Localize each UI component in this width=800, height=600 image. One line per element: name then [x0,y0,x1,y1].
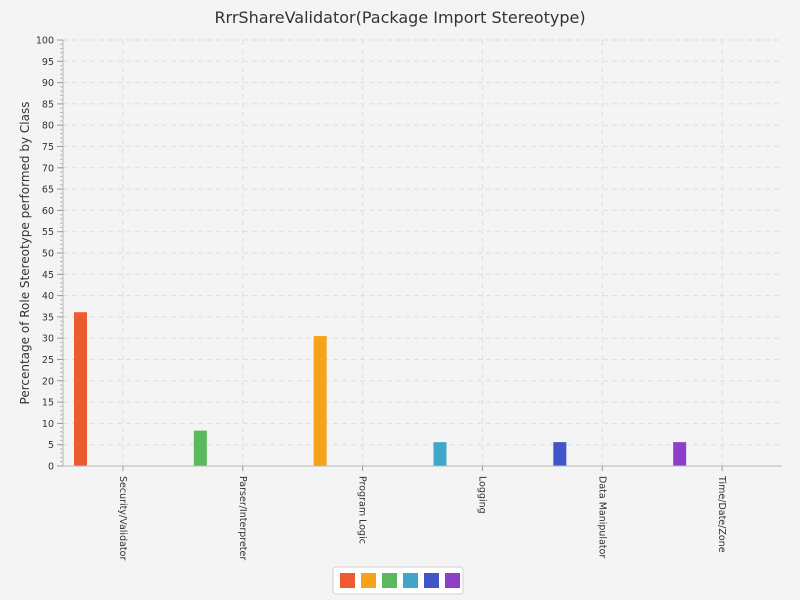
x-tick-label: Program Logic [357,476,368,544]
y-tick-label: 20 [42,376,54,387]
bar-security-validator [74,312,87,466]
legend [332,566,464,595]
legend-swatch [382,573,397,588]
x-tick-label: Parser/Interpreter [237,476,248,560]
y-tick-label: 40 [42,291,54,302]
y-tick-label: 0 [48,462,54,473]
bar-time-date-zone [673,442,687,466]
y-tick-label: 65 [42,185,54,196]
bar-parser-interpreter [193,430,207,466]
y-tick-label: 35 [42,312,54,323]
x-tick-label: Security/Validator [117,476,128,560]
y-tick-label: 70 [42,163,54,174]
x-tick-label: Time/Date/Zone [716,475,727,553]
grid [63,39,782,466]
y-axis-label: Percentage of Role Stereotype performed … [18,102,32,405]
y-tick-label: 25 [42,355,54,366]
y-tick-label: 80 [42,121,54,132]
bar-data-manipulator [553,442,567,466]
y-tick-label: 90 [42,78,54,89]
x-tick-label: Data Manipulator [596,476,607,558]
bars [74,312,687,466]
y-tick-label: 85 [42,99,54,110]
y-tick-label: 15 [42,398,54,409]
y-tick-label: 75 [42,142,54,153]
bar-program-logic [313,336,327,466]
legend-swatch [445,573,460,588]
x-tick-label: Logging [476,476,487,514]
legend-swatch [403,573,418,588]
y-tick-label: 100 [36,36,54,47]
y-tick-label: 50 [42,249,54,260]
y-tick-label: 55 [42,227,54,238]
legend-swatch [424,573,439,588]
legend-swatch [340,573,355,588]
chart-title: RrrShareValidator(Package Import Stereot… [214,8,585,27]
bar-logging [433,442,447,466]
y-tick-label: 30 [42,334,54,345]
y-tick-label: 45 [42,270,54,281]
axes: 0 5 10 15 20 25 30 35 40 45 50 55 60 65 70 75 80 85 90 95 10… [36,36,782,560]
y-tick-label: 10 [42,419,54,430]
legend-swatch [361,573,376,588]
y-tick-label: 60 [42,206,54,217]
y-tick-label: 95 [42,57,54,68]
y-tick-label: 5 [48,440,54,451]
